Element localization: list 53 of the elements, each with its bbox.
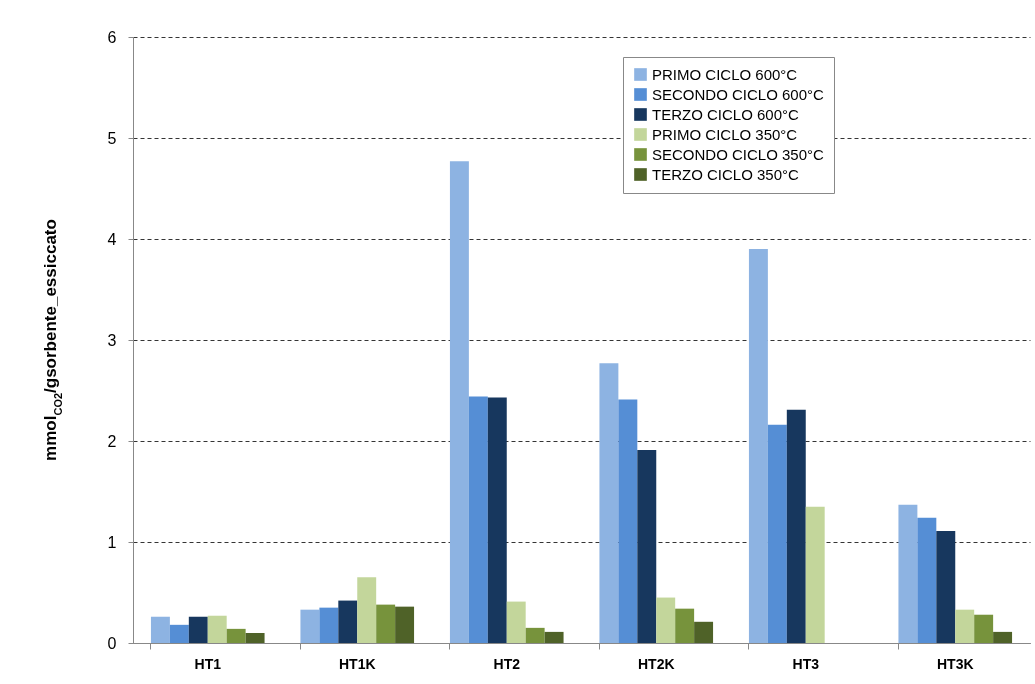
legend-label: TERZO CICLO 350°C (652, 165, 800, 183)
bar (525, 627, 545, 643)
y-tick-label: 2 (107, 432, 117, 450)
bar (993, 631, 1013, 643)
bar (767, 424, 787, 643)
bar (917, 517, 937, 643)
bar (656, 597, 676, 643)
bar (599, 363, 619, 643)
bar (395, 606, 415, 643)
bar (449, 161, 469, 643)
y-tick-label: 1 (107, 533, 117, 551)
bar (694, 621, 714, 643)
y-tick-label: 6 (107, 28, 117, 46)
bar (338, 600, 358, 643)
x-tick-label: HT3K (936, 655, 974, 672)
bar (319, 607, 339, 643)
bar (357, 577, 377, 643)
bar (150, 616, 170, 643)
legend-label: TERZO CICLO 600°C (652, 105, 800, 123)
bar (955, 609, 975, 643)
bar (207, 615, 227, 643)
legend-label: PRIMO CICLO 350°C (652, 125, 798, 143)
y-tick-label: 3 (107, 331, 117, 349)
bar (618, 399, 638, 643)
bar (805, 506, 825, 643)
bar (748, 249, 768, 643)
legend-label: SECONDO CICLO 350°C (652, 145, 825, 163)
x-tick-label: HT2K (637, 655, 675, 672)
bar (468, 396, 488, 643)
y-tick-label: 4 (107, 230, 117, 248)
x-tick-label: HT1K (338, 655, 376, 672)
bar (786, 409, 806, 643)
bar (300, 609, 320, 643)
legend-label: PRIMO CICLO 600°C (652, 65, 798, 83)
bar (245, 632, 265, 643)
bar (637, 450, 657, 643)
bar (544, 631, 564, 643)
y-tick-label: 0 (107, 634, 117, 652)
bar (506, 601, 526, 643)
bar (487, 397, 507, 643)
x-tick-label: HT3 (792, 655, 820, 672)
bar (974, 614, 994, 643)
legend-label: SECONDO CICLO 600°C (652, 85, 825, 103)
bar (376, 604, 396, 643)
bar (188, 616, 208, 643)
x-tick-label: HT2 (493, 655, 521, 672)
bar (898, 504, 918, 643)
bar (226, 628, 246, 643)
x-tick-label: HT1 (194, 655, 222, 672)
bar (169, 624, 189, 643)
bar (675, 608, 695, 643)
y-tick-label: 5 (107, 129, 117, 147)
bar (936, 530, 956, 643)
